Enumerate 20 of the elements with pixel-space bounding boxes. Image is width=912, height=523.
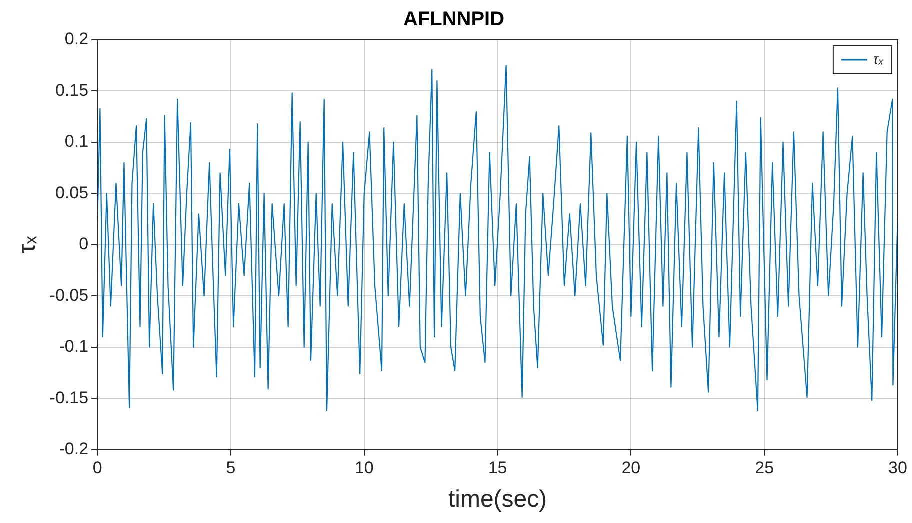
y-tick-label: -0.15 <box>50 388 89 408</box>
y-tick-label: -0.05 <box>50 286 89 305</box>
legend-label: τₓ <box>873 50 884 67</box>
chart-title: AFLNNPID <box>403 8 505 31</box>
x-tick-label: 0 <box>92 458 102 478</box>
x-axis-title: time(sec) <box>448 486 548 514</box>
y-tick-label: 0.15 <box>55 80 89 100</box>
y-tick-label: -0.2 <box>59 439 89 458</box>
y-tick-label: 0.2 <box>64 30 89 49</box>
x-tick-label: 25 <box>755 458 774 478</box>
y-tick-label: -0.1 <box>59 337 89 356</box>
y-tick-label: 0.1 <box>64 132 89 152</box>
x-tick-label: 5 <box>226 458 236 478</box>
y-tick-label: 0 <box>79 234 89 254</box>
y-axis-title: τₓ <box>14 236 42 254</box>
y-tick-label: 0.05 <box>55 183 89 202</box>
x-tick-label: 20 <box>622 458 641 478</box>
x-tick-label: 10 <box>354 458 374 478</box>
x-tick-label: 30 <box>888 458 908 478</box>
x-tick-label: 15 <box>488 458 508 478</box>
